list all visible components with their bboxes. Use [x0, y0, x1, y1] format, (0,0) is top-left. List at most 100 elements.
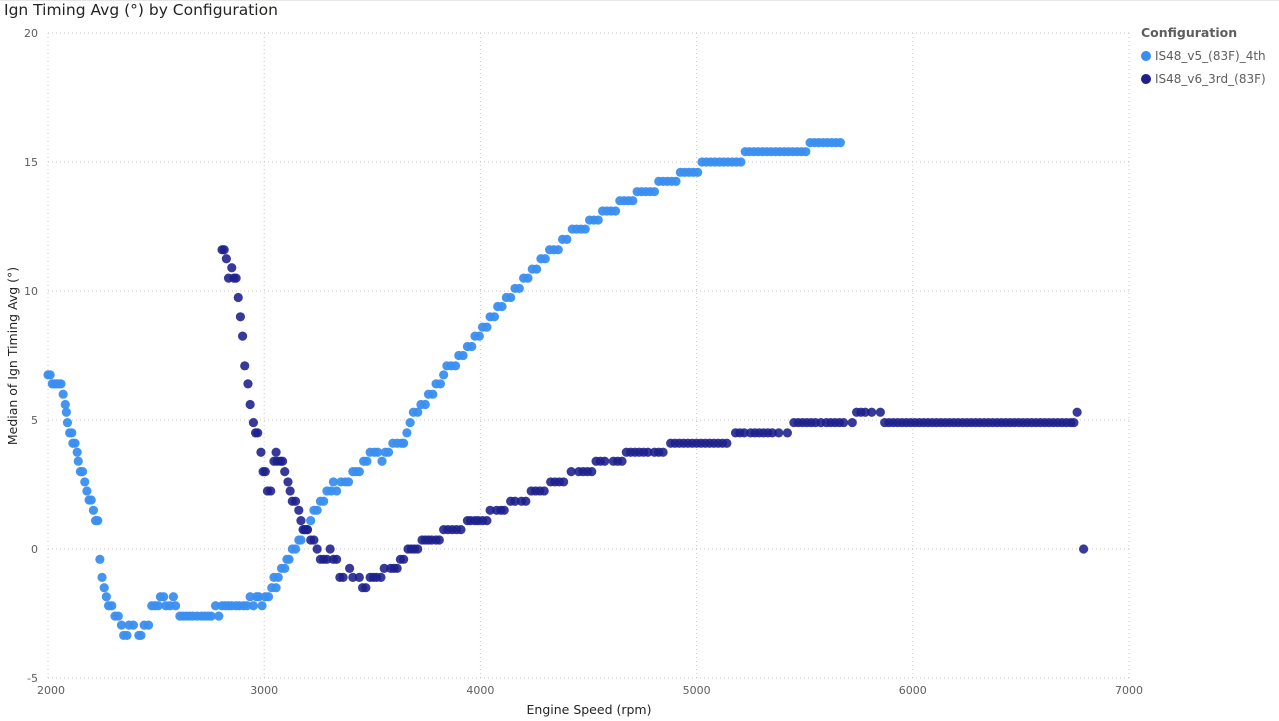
data-point[interactable] [312, 505, 322, 515]
data-point[interactable] [285, 486, 295, 496]
data-point[interactable] [277, 456, 288, 466]
data-point[interactable] [332, 554, 342, 564]
data-point[interactable] [328, 477, 338, 487]
data-point[interactable] [97, 572, 107, 582]
data-point[interactable] [379, 563, 389, 573]
data-point[interactable] [566, 467, 576, 477]
data-point[interactable] [801, 147, 811, 157]
data-point[interactable] [377, 456, 387, 466]
data-point[interactable] [482, 516, 492, 526]
data-point[interactable] [296, 535, 306, 545]
data-point[interactable] [875, 407, 885, 417]
data-point[interactable] [88, 505, 99, 515]
data-point[interactable] [628, 196, 638, 206]
data-point[interactable] [61, 407, 71, 417]
data-point[interactable] [168, 592, 178, 602]
data-point[interactable] [420, 399, 430, 410]
data-point[interactable] [221, 254, 231, 264]
data-point[interactable] [253, 428, 263, 438]
data-point[interactable] [280, 467, 290, 477]
data-point[interactable] [497, 301, 507, 312]
data-point[interactable] [233, 292, 243, 303]
data-point[interactable] [260, 467, 270, 477]
data-point[interactable] [344, 563, 355, 573]
data-point[interactable] [231, 273, 241, 283]
data-point[interactable] [405, 417, 415, 428]
data-point[interactable] [254, 592, 264, 602]
data-point[interactable] [153, 601, 163, 611]
data-point[interactable] [373, 447, 383, 457]
data-point[interactable] [559, 477, 569, 487]
data-point[interactable] [736, 157, 746, 167]
data-point[interactable] [294, 505, 304, 515]
data-point[interactable] [273, 572, 283, 582]
data-point[interactable] [214, 611, 224, 621]
data-point[interactable] [338, 572, 348, 582]
data-point[interactable] [80, 477, 90, 487]
data-point[interactable] [93, 516, 103, 526]
data-point[interactable] [835, 138, 845, 148]
legend-item-series-1[interactable]: IS48_v5_(83F)_4th [1141, 44, 1266, 67]
data-point[interactable] [122, 630, 132, 641]
data-point[interactable] [839, 417, 849, 428]
data-point[interactable] [73, 456, 83, 466]
data-point[interactable] [540, 254, 550, 264]
data-point[interactable] [617, 456, 627, 466]
data-point[interactable] [782, 428, 793, 438]
data-point[interactable] [521, 496, 531, 506]
data-point[interactable] [280, 563, 290, 573]
data-point[interactable] [72, 447, 82, 457]
data-point[interactable] [271, 447, 281, 457]
data-point[interactable] [450, 361, 461, 371]
data-point[interactable] [99, 583, 109, 593]
data-point[interactable] [514, 283, 524, 294]
data-point[interactable] [332, 486, 342, 496]
data-point[interactable] [107, 601, 117, 611]
data-point[interactable] [271, 583, 281, 593]
data-point[interactable] [354, 467, 364, 477]
data-point[interactable] [767, 428, 777, 438]
legend[interactable]: Configuration IS48_v5_(83F)_4th IS48_v6_… [1141, 25, 1266, 90]
data-point[interactable] [113, 611, 123, 621]
data-point[interactable] [439, 370, 449, 380]
data-point[interactable] [67, 428, 77, 438]
data-point[interactable] [413, 544, 423, 554]
data-point[interactable] [399, 438, 409, 448]
data-point[interactable] [245, 592, 255, 602]
data-point[interactable] [243, 379, 253, 389]
data-point[interactable] [523, 273, 533, 283]
data-point[interactable] [290, 544, 301, 554]
data-point[interactable] [348, 572, 358, 582]
data-point[interactable] [413, 407, 423, 417]
data-point[interactable] [70, 438, 80, 448]
data-point[interactable] [322, 554, 332, 564]
data-point[interactable] [774, 428, 784, 438]
data-point[interactable] [649, 187, 660, 197]
data-point[interactable] [227, 263, 237, 273]
data-point[interactable] [296, 516, 306, 526]
data-point[interactable] [266, 486, 276, 496]
data-point[interactable] [77, 467, 88, 477]
data-point[interactable] [116, 620, 127, 630]
data-point[interactable] [302, 525, 313, 535]
data-point[interactable] [532, 264, 542, 274]
data-point[interactable] [325, 544, 335, 554]
data-point[interactable] [435, 379, 446, 389]
data-point[interactable] [671, 176, 681, 186]
data-point[interactable] [489, 312, 500, 322]
data-point[interactable] [506, 292, 516, 303]
data-point[interactable] [159, 592, 169, 602]
data-point[interactable] [383, 447, 394, 457]
data-point[interactable] [263, 592, 274, 602]
data-point[interactable] [693, 167, 703, 177]
data-point[interactable] [245, 399, 255, 410]
data-point[interactable] [45, 370, 55, 380]
data-point[interactable] [600, 456, 610, 466]
data-point[interactable] [235, 312, 246, 322]
series-2-points[interactable] [217, 245, 1089, 593]
data-point[interactable] [237, 331, 248, 341]
data-point[interactable] [593, 215, 603, 225]
data-point[interactable] [86, 495, 96, 505]
data-point[interactable] [739, 428, 749, 438]
